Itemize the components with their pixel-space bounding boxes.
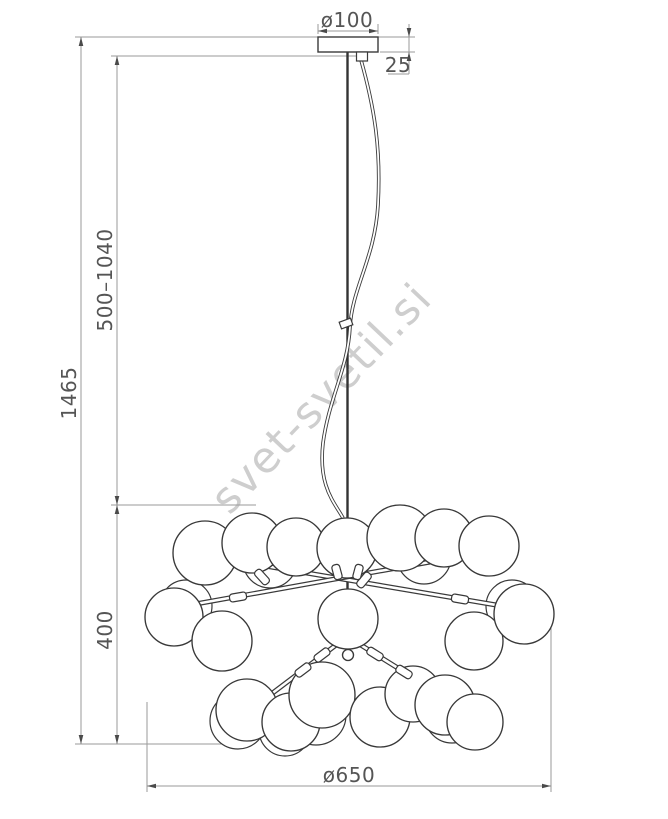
hub-finial-knob <box>341 648 355 662</box>
upper-spheres <box>172 504 520 586</box>
power-cable <box>320 59 381 519</box>
watermark-text: svet-svetil.si <box>201 273 442 523</box>
fixture-cluster <box>144 504 555 757</box>
cable-gland <box>355 51 369 62</box>
dimension-label-canopy-height: 25 <box>385 53 411 77</box>
dimension-label-total-height: 1465 <box>57 367 81 420</box>
dimension-arrowheads <box>78 28 551 789</box>
cable-clamp <box>338 317 354 330</box>
center-hub-sphere <box>317 588 379 650</box>
dimension-lines <box>75 24 552 792</box>
middle-spheres <box>144 583 555 672</box>
bottom-spheres <box>215 661 504 752</box>
dimension-label-fixture-diameter: ø650 <box>323 763 375 787</box>
dimension-label-fixture-height: 400 <box>93 610 117 650</box>
ceiling-canopy <box>317 36 379 53</box>
suspension-assembly <box>317 36 381 650</box>
power-cable-highlight <box>321 59 380 519</box>
dimension-label-suspension-range: 500–1040 <box>93 228 117 331</box>
rod-connectors <box>228 563 470 680</box>
dimension-label-canopy-diameter: ø100 <box>321 8 373 32</box>
